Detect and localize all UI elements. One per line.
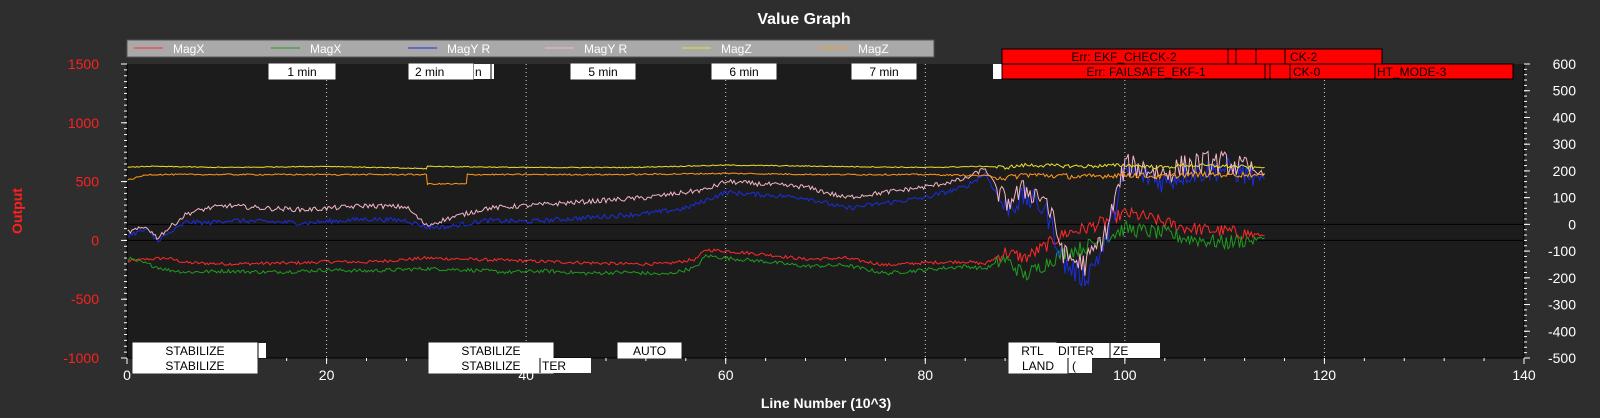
x-tick-label-7: 140 [1512,367,1536,383]
x-tick-label-0: 0 [123,367,131,383]
time-marker-partial [993,64,1002,79]
mode-tag-stabilize-3: STABILIZE [165,359,224,373]
time-marker-2min-box [408,63,474,80]
grid [127,64,1524,358]
right-tick-label-10: 500 [1553,83,1577,99]
x-tick-label-1: 20 [319,367,335,383]
x-tick-label-6: 120 [1313,367,1337,383]
error-tag-failsafe: Err: FAILSAFE_EKF-1 [1086,65,1206,79]
series-3-line [126,150,1265,276]
series-5-line [126,170,1265,186]
message-tags: 1 min 2 min n 5 min 6 min 7 min Err: EKF_CHECK… [132,48,1514,374]
series-0-line [126,206,1265,267]
right-tick-label-11: 600 [1553,56,1577,72]
mode-tag-land-tail [1067,358,1092,373]
x-axis-label: Line Number (10^3) [761,395,891,411]
legend-box [126,39,935,58]
mode-tag-stabilize-2: STABILIZE [461,344,520,358]
legend-label-1: MagX [310,42,341,56]
chart-title: Value Graph [757,11,850,28]
legend-label-3: MagY R [584,42,627,56]
right-tick-label-8: 300 [1553,136,1577,152]
error-tag-ekf-check-box [1001,48,1383,65]
mode-tag-stabilize-1: STABILIZE [165,344,224,358]
mode-tag-overlap-box [1056,343,1160,358]
time-marker-7min-box [851,63,917,80]
time-marker-1min-box [268,63,336,80]
legend: MagX MagX MagY R MagY R MagZ MagZ [126,39,935,58]
error-tag-mode: HT_MODE-3 [1377,65,1447,79]
mode-tag-stabilize-1-tail [257,343,266,358]
mode-tag-land-tail-glyph: ( [1072,359,1076,373]
left-tick-label-5: 1500 [68,56,99,72]
legend-label-2: MagY R [447,42,490,56]
error-tag-ck0: CK-0 [1293,65,1321,79]
series-2-line [126,156,1265,287]
right-tick-label-0: -500 [1548,350,1576,366]
right-tick-label-7: 200 [1553,163,1577,179]
right-tick-label-9: 400 [1553,109,1577,125]
error-tag-failsafe-box [1001,63,1514,80]
error-tag-ekf-check: Err: EKF_CHECK-2 [1071,50,1177,64]
right-tick-label-3: -200 [1548,270,1576,286]
left-tick-label-3: 500 [76,174,100,190]
series-lines [126,150,1265,287]
plot-area [127,64,1524,358]
right-tick-label-1: -400 [1548,323,1576,339]
mode-tag-diter: DITER [1058,344,1094,358]
x-tick-label-4: 80 [917,367,933,383]
legend-label-5: MagZ [858,42,889,56]
mode-tag-ter-box [539,358,591,373]
mode-tag-ze: ZE [1113,344,1128,358]
time-marker-5min-box [570,63,636,80]
right-tick-label-4: -100 [1548,243,1576,259]
mode-tag-ter: TER [542,359,566,373]
y-axis-label: Output [9,188,25,234]
error-tag-ck2: CK-2 [1290,50,1318,64]
left-tick-label-4: 1000 [68,115,99,131]
mode-tag-stabilize-4: STABILIZE [461,359,520,373]
x-tick-label-5: 100 [1113,367,1137,383]
time-marker-overlap-1-glyph: n [475,65,482,79]
mode-tag-stabilize-3-box [132,357,258,374]
right-tick-label-2: -300 [1548,297,1576,313]
time-marker-6min-box [711,63,777,80]
time-marker-7min: 7 min [869,65,898,79]
left-tick-label-1: -500 [71,291,99,307]
right-tick-label-6: 100 [1553,190,1577,206]
legend-label-4: MagZ [721,42,752,56]
time-marker-6min: 6 min [729,65,758,79]
right-tick-label-5: 0 [1568,216,1576,232]
mode-tag-rtl: RTL [1021,344,1044,358]
time-marker-overlap-1 [474,64,494,79]
x-tick-label-3: 60 [718,367,734,383]
time-marker-2min: 2 min [415,65,444,79]
time-marker-1min: 1 min [287,65,316,79]
mode-tag-land: LAND [1022,359,1054,373]
left-tick-label-0: -1000 [63,350,99,366]
series-1-line [126,220,1265,281]
time-marker-5min: 5 min [588,65,617,79]
legend-label-0: MagX [173,42,204,56]
mode-tag-auto-box [617,342,682,359]
mode-tag-auto: AUTO [633,344,666,358]
series-4-line [126,162,1265,170]
left-tick-label-2: 0 [91,232,99,248]
